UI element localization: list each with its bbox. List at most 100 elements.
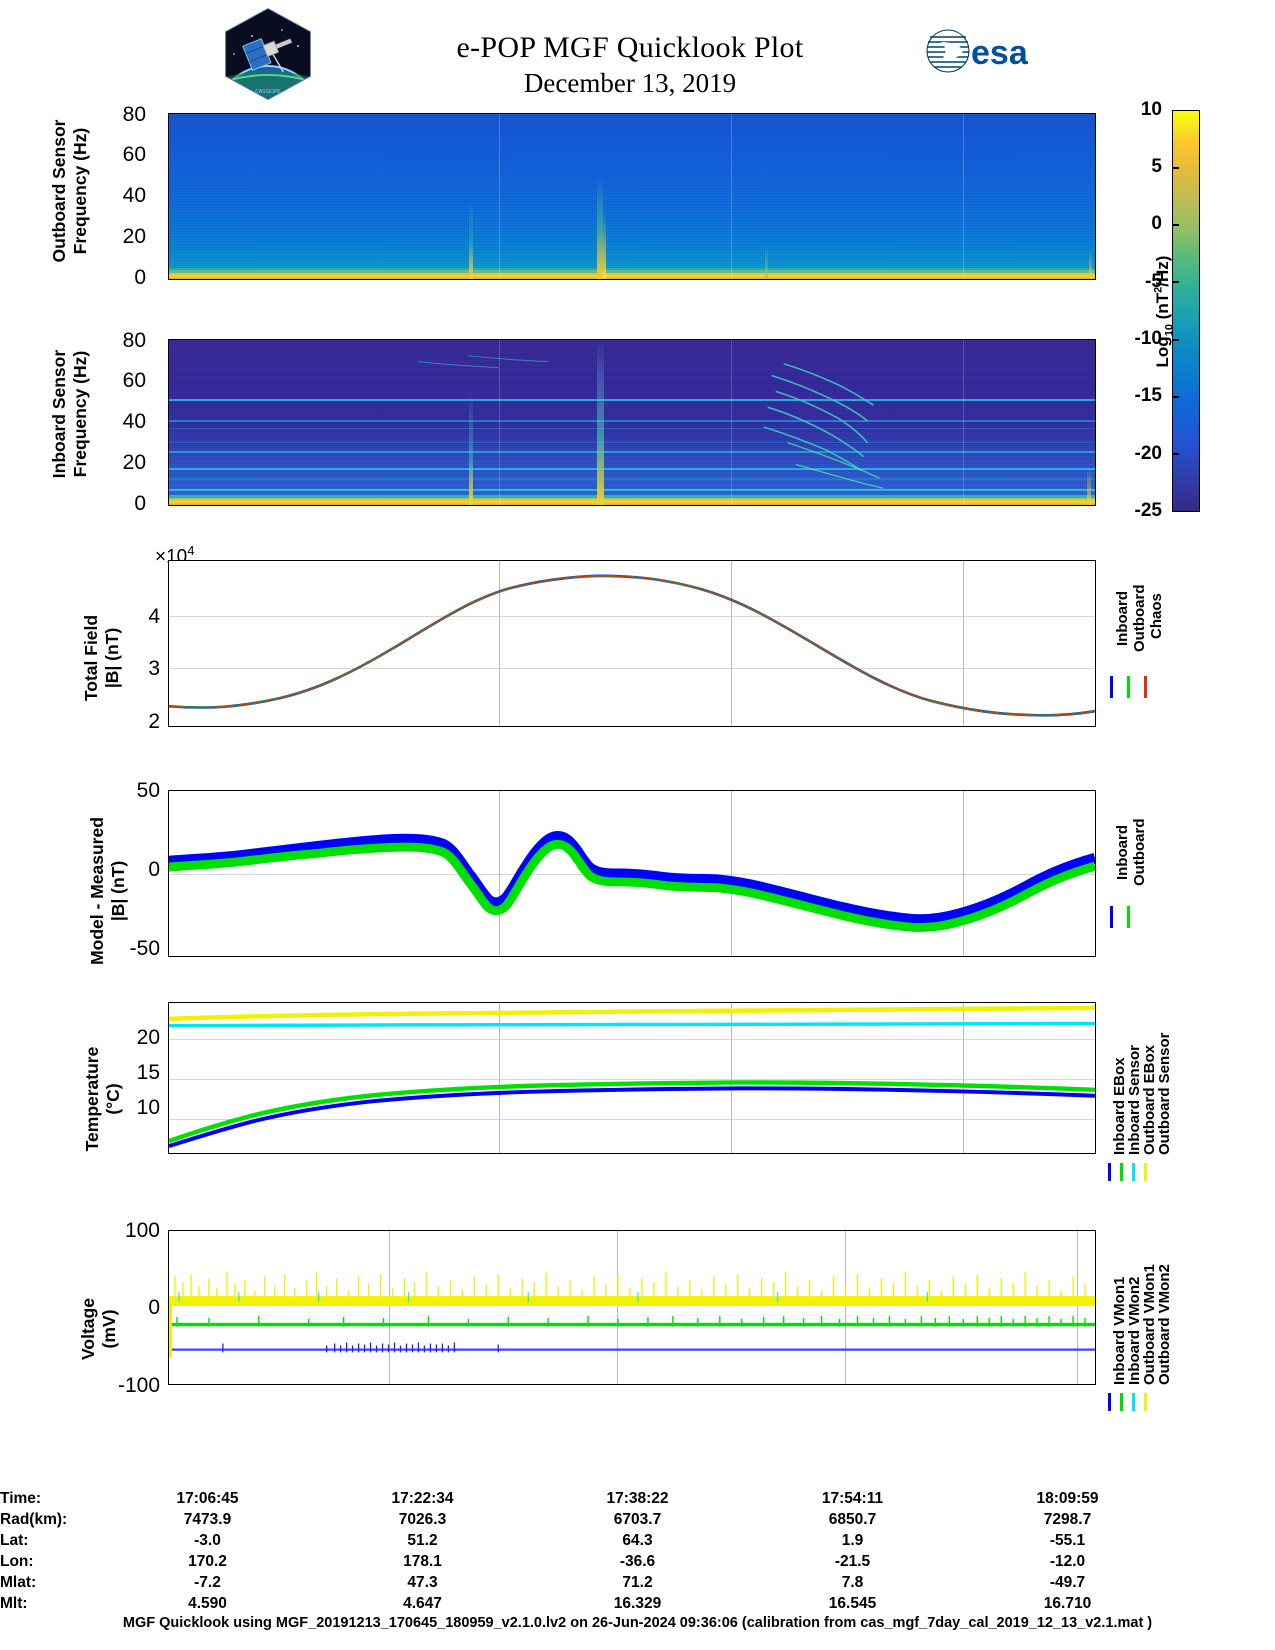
legend-swatch-outboard (1127, 906, 1130, 928)
yt-o-60: 60 (122, 143, 146, 166)
yt-v-m100: -100 (117, 1374, 160, 1397)
temperature-axes[interactable] (168, 1002, 1096, 1154)
voltage-axes[interactable] (168, 1230, 1096, 1385)
colorbar-tick-m20: -20 (1134, 443, 1162, 464)
table-row: Mlt: 4.590 4.647 16.329 16.545 16.710 (0, 1593, 1175, 1614)
legend-item-inboard: Inboard (1114, 825, 1131, 880)
voltage-traces (169, 1272, 1095, 1358)
yt-i-0: 0 (134, 492, 146, 515)
esa-logo: esa (925, 28, 1045, 74)
legend-swatch-inboard-vmon2 (1120, 1393, 1123, 1411)
table-row: Lat: -3.0 51.2 64.3 1.9 -55.1 (0, 1530, 1175, 1551)
mlat-v3: 71.2 (622, 1573, 653, 1591)
lon-v2: 178.1 (403, 1552, 442, 1570)
colorbar-tick-5: 5 (1151, 156, 1162, 177)
lon-v5: -12.0 (1049, 1552, 1086, 1570)
row-label-rad: Rad(km): (0, 1510, 68, 1528)
legend-swatch-inboard-ebox (1108, 1163, 1111, 1181)
model-minus-measured-traces (169, 830, 1095, 932)
yt-tf-4: 4 (148, 605, 160, 628)
legend-swatch-outboard-vmon1 (1132, 1393, 1135, 1411)
legend-item-outboard-sensor: Outboard Sensor (1156, 1032, 1173, 1155)
mlat-v5: -49.7 (1049, 1573, 1086, 1591)
yt-t-10: 10 (136, 1096, 160, 1119)
lon-v3: -36.6 (619, 1552, 656, 1570)
rad-v4: 6850.7 (828, 1510, 877, 1528)
legend-swatch-outboard (1127, 676, 1130, 698)
yt-v-0: 0 (148, 1296, 160, 1319)
mlt-v5: 16.710 (1043, 1594, 1092, 1612)
legend-swatch-inboard (1110, 906, 1113, 928)
lat-v1: -3.0 (194, 1531, 221, 1549)
inboard-spectrogram-axes[interactable] (168, 339, 1096, 506)
colorbar-tick-m15: -15 (1134, 385, 1162, 406)
colorbar-tick-10: 10 (1140, 99, 1162, 120)
model-minus-measured-axes[interactable] (168, 790, 1096, 957)
temperature-traces (169, 1005, 1095, 1148)
table-row: Rad(km): 7473.9 7026.3 6703.7 6850.7 729… (0, 1509, 1175, 1530)
row-label-mlat: Mlat: (0, 1573, 37, 1591)
outboard-spectrogram-ylabel: Outboard Sensor Frequency (Hz) (49, 119, 90, 263)
yt-tf-2: 2 (148, 710, 160, 733)
cassiope-mission-logo: CASSIOPE (222, 6, 314, 102)
legend-swatch-inboard (1110, 676, 1113, 698)
rad-v5: 7298.7 (1043, 1510, 1092, 1528)
legend-item-outboard: Outboard (1131, 584, 1148, 653)
yt-tf-3: 3 (148, 657, 160, 680)
legend-swatch-inboard-vmon1 (1108, 1393, 1111, 1411)
row-label-lon: Lon: (0, 1552, 34, 1570)
legend-swatch-chaos (1144, 676, 1147, 698)
row-label-mlt: Mlt: (0, 1594, 28, 1612)
colorbar-tick-0: 0 (1151, 213, 1162, 234)
table-row: Lon: 170.2 178.1 -36.6 -21.5 -12.0 (0, 1551, 1175, 1572)
legend-swatch-outboard-ebox (1132, 1163, 1135, 1181)
colorbar-tick-m10: -10 (1134, 328, 1162, 349)
rad-v2: 7026.3 (398, 1510, 447, 1528)
outboard-spectrogram-axes[interactable] (168, 113, 1096, 280)
yt-o-80: 80 (122, 103, 146, 126)
page-header: CASSIOPE e-POP MGF Quicklook Plot Decemb… (0, 0, 1275, 105)
lon-v1: 170.2 (188, 1552, 227, 1570)
lat-v3: 64.3 (622, 1531, 653, 1549)
page-title: e-POP MGF Quicklook Plot (456, 31, 804, 64)
yt-mm-0: 0 (148, 858, 160, 881)
ephemeris-rows: Time: 17:06:45 17:22:34 17:38:22 17:54:1… (0, 1488, 1175, 1614)
yt-o-20: 20 (122, 225, 146, 248)
time-v4: 17:54:11 (821, 1489, 884, 1507)
yt-o-0: 0 (134, 266, 146, 289)
time-v3: 17:38:22 (606, 1489, 669, 1507)
voltage-ylabel: Voltage (mV) (78, 1298, 119, 1360)
colorbar (1172, 110, 1200, 512)
footer-provenance: MGF Quicklook using MGF_20191213_170645_… (122, 1615, 1153, 1631)
colorbar-tick-m25: -25 (1134, 500, 1162, 521)
mlat-v2: 47.3 (407, 1573, 438, 1591)
colorbar-title: Log10 (nT2/Hz) (1152, 255, 1176, 368)
time-v1: 17:06:45 (176, 1489, 239, 1507)
total-field-traces (169, 574, 1095, 717)
mlt-v2: 4.647 (403, 1594, 442, 1612)
mlt-v3: 16.329 (613, 1594, 662, 1612)
mlt-v4: 16.545 (828, 1594, 877, 1612)
yt-i-20: 20 (122, 451, 146, 474)
legend-swatch-inboard-sensor (1120, 1163, 1123, 1181)
yt-mm-50: 50 (136, 779, 160, 802)
row-label-lat: Lat: (0, 1531, 29, 1549)
yt-mm-m50: -50 (129, 937, 160, 960)
lat-v5: -55.1 (1049, 1531, 1086, 1549)
total-field-axes[interactable] (168, 560, 1096, 727)
lat-v4: 1.9 (841, 1531, 864, 1549)
yt-v-100: 100 (124, 1219, 160, 1242)
legend-item-inboard: Inboard (1114, 591, 1131, 646)
yt-i-80: 80 (122, 329, 146, 352)
page-subtitle: December 13, 2019 (523, 68, 737, 98)
esa-wordmark: esa (971, 34, 1029, 72)
yt-o-40: 40 (122, 184, 146, 207)
total-field-ylabel: Total Field |B| (nT) (81, 614, 122, 702)
lon-v4: -21.5 (834, 1552, 871, 1570)
inboard-spectrogram-ylabel: Inboard Sensor Frequency (Hz) (49, 349, 90, 479)
time-v2: 17:22:34 (391, 1489, 454, 1507)
ephemeris-table: Time: 17:06:45 17:22:34 17:38:22 17:54:1… (0, 1488, 1275, 1614)
rad-v1: 7473.9 (183, 1510, 232, 1528)
yt-i-60: 60 (122, 369, 146, 392)
colorbar-tick-m5: -5 (1145, 271, 1162, 292)
